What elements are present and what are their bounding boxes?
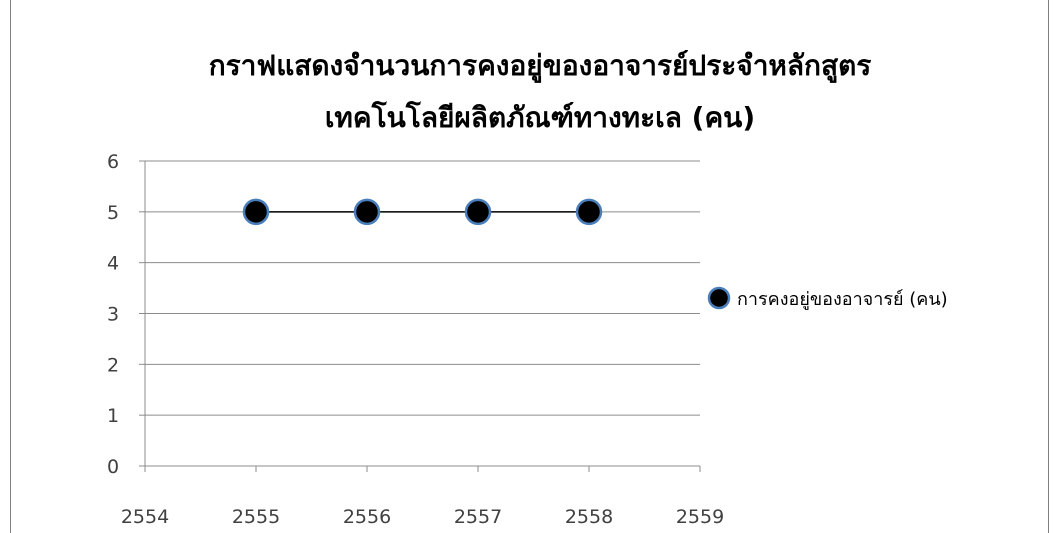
y-tick-label-3: 3 [107,304,119,326]
y-tick-label-5: 5 [107,202,119,224]
x-tick-label-2555: 2555 [232,506,280,528]
x-tick-label-2556: 2556 [343,506,391,528]
legend-marker-0 [707,286,731,310]
data-point-2555 [242,198,270,226]
y-tick-label-4: 4 [107,253,119,275]
chart-frame [10,0,1049,533]
y-tick-label-1: 1 [107,405,119,427]
x-tick-label-2554: 2554 [121,506,169,528]
y-tick-label-0: 0 [107,456,119,478]
data-point-2558 [575,198,603,226]
y-tick-label-6: 6 [107,151,119,173]
data-point-2556 [353,198,381,226]
x-tick-label-2557: 2557 [454,506,502,528]
chart-title-line-1: กราฟแสดงจำนวนการคงอยู่ของอาจารย์ประจำหลั… [208,49,872,82]
x-tick-label-2558: 2558 [565,506,613,528]
data-point-2557 [464,198,492,226]
chart-title-line-2: เทคโนโลยีผลิตภัณฑ์ทางทะเล (คน) [324,101,756,134]
legend-label-0: การคงอยู่ของอาจารย์ (คน) [737,289,948,310]
x-tick-label-2559: 2559 [676,506,724,528]
chart-title: กราฟแสดงจำนวนการคงอยู่ของอาจารย์ประจำหลั… [90,40,990,144]
y-tick-label-2: 2 [107,354,119,376]
